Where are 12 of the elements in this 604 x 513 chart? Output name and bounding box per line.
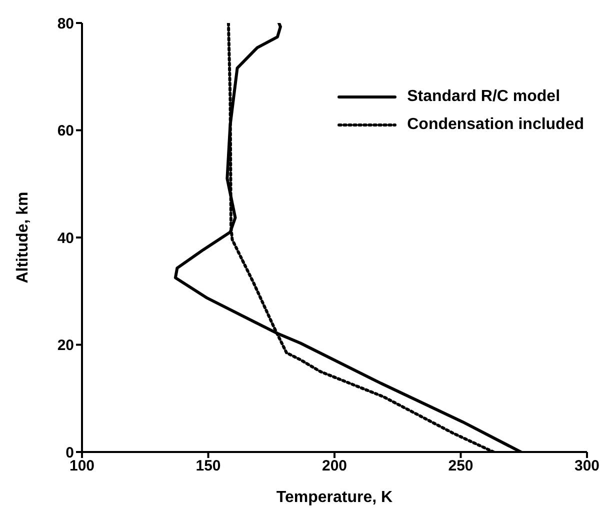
x-tick-label: 250 xyxy=(448,458,474,475)
legend-label: Standard R/C model xyxy=(407,88,560,106)
y-tick-label: 20 xyxy=(57,337,74,354)
y-tick-label: 40 xyxy=(57,230,74,247)
y-tick-label: 80 xyxy=(57,15,74,32)
y-axis-title: Altitude, km xyxy=(14,192,32,284)
legend-label: Condensation included xyxy=(407,116,584,134)
y-tick-label: 60 xyxy=(57,122,74,140)
x-axis-title: Temperature, K xyxy=(276,489,394,506)
x-tick-label: 300 xyxy=(574,458,600,475)
x-tick-label: 150 xyxy=(196,458,221,475)
x-tick-label: 200 xyxy=(322,458,348,475)
